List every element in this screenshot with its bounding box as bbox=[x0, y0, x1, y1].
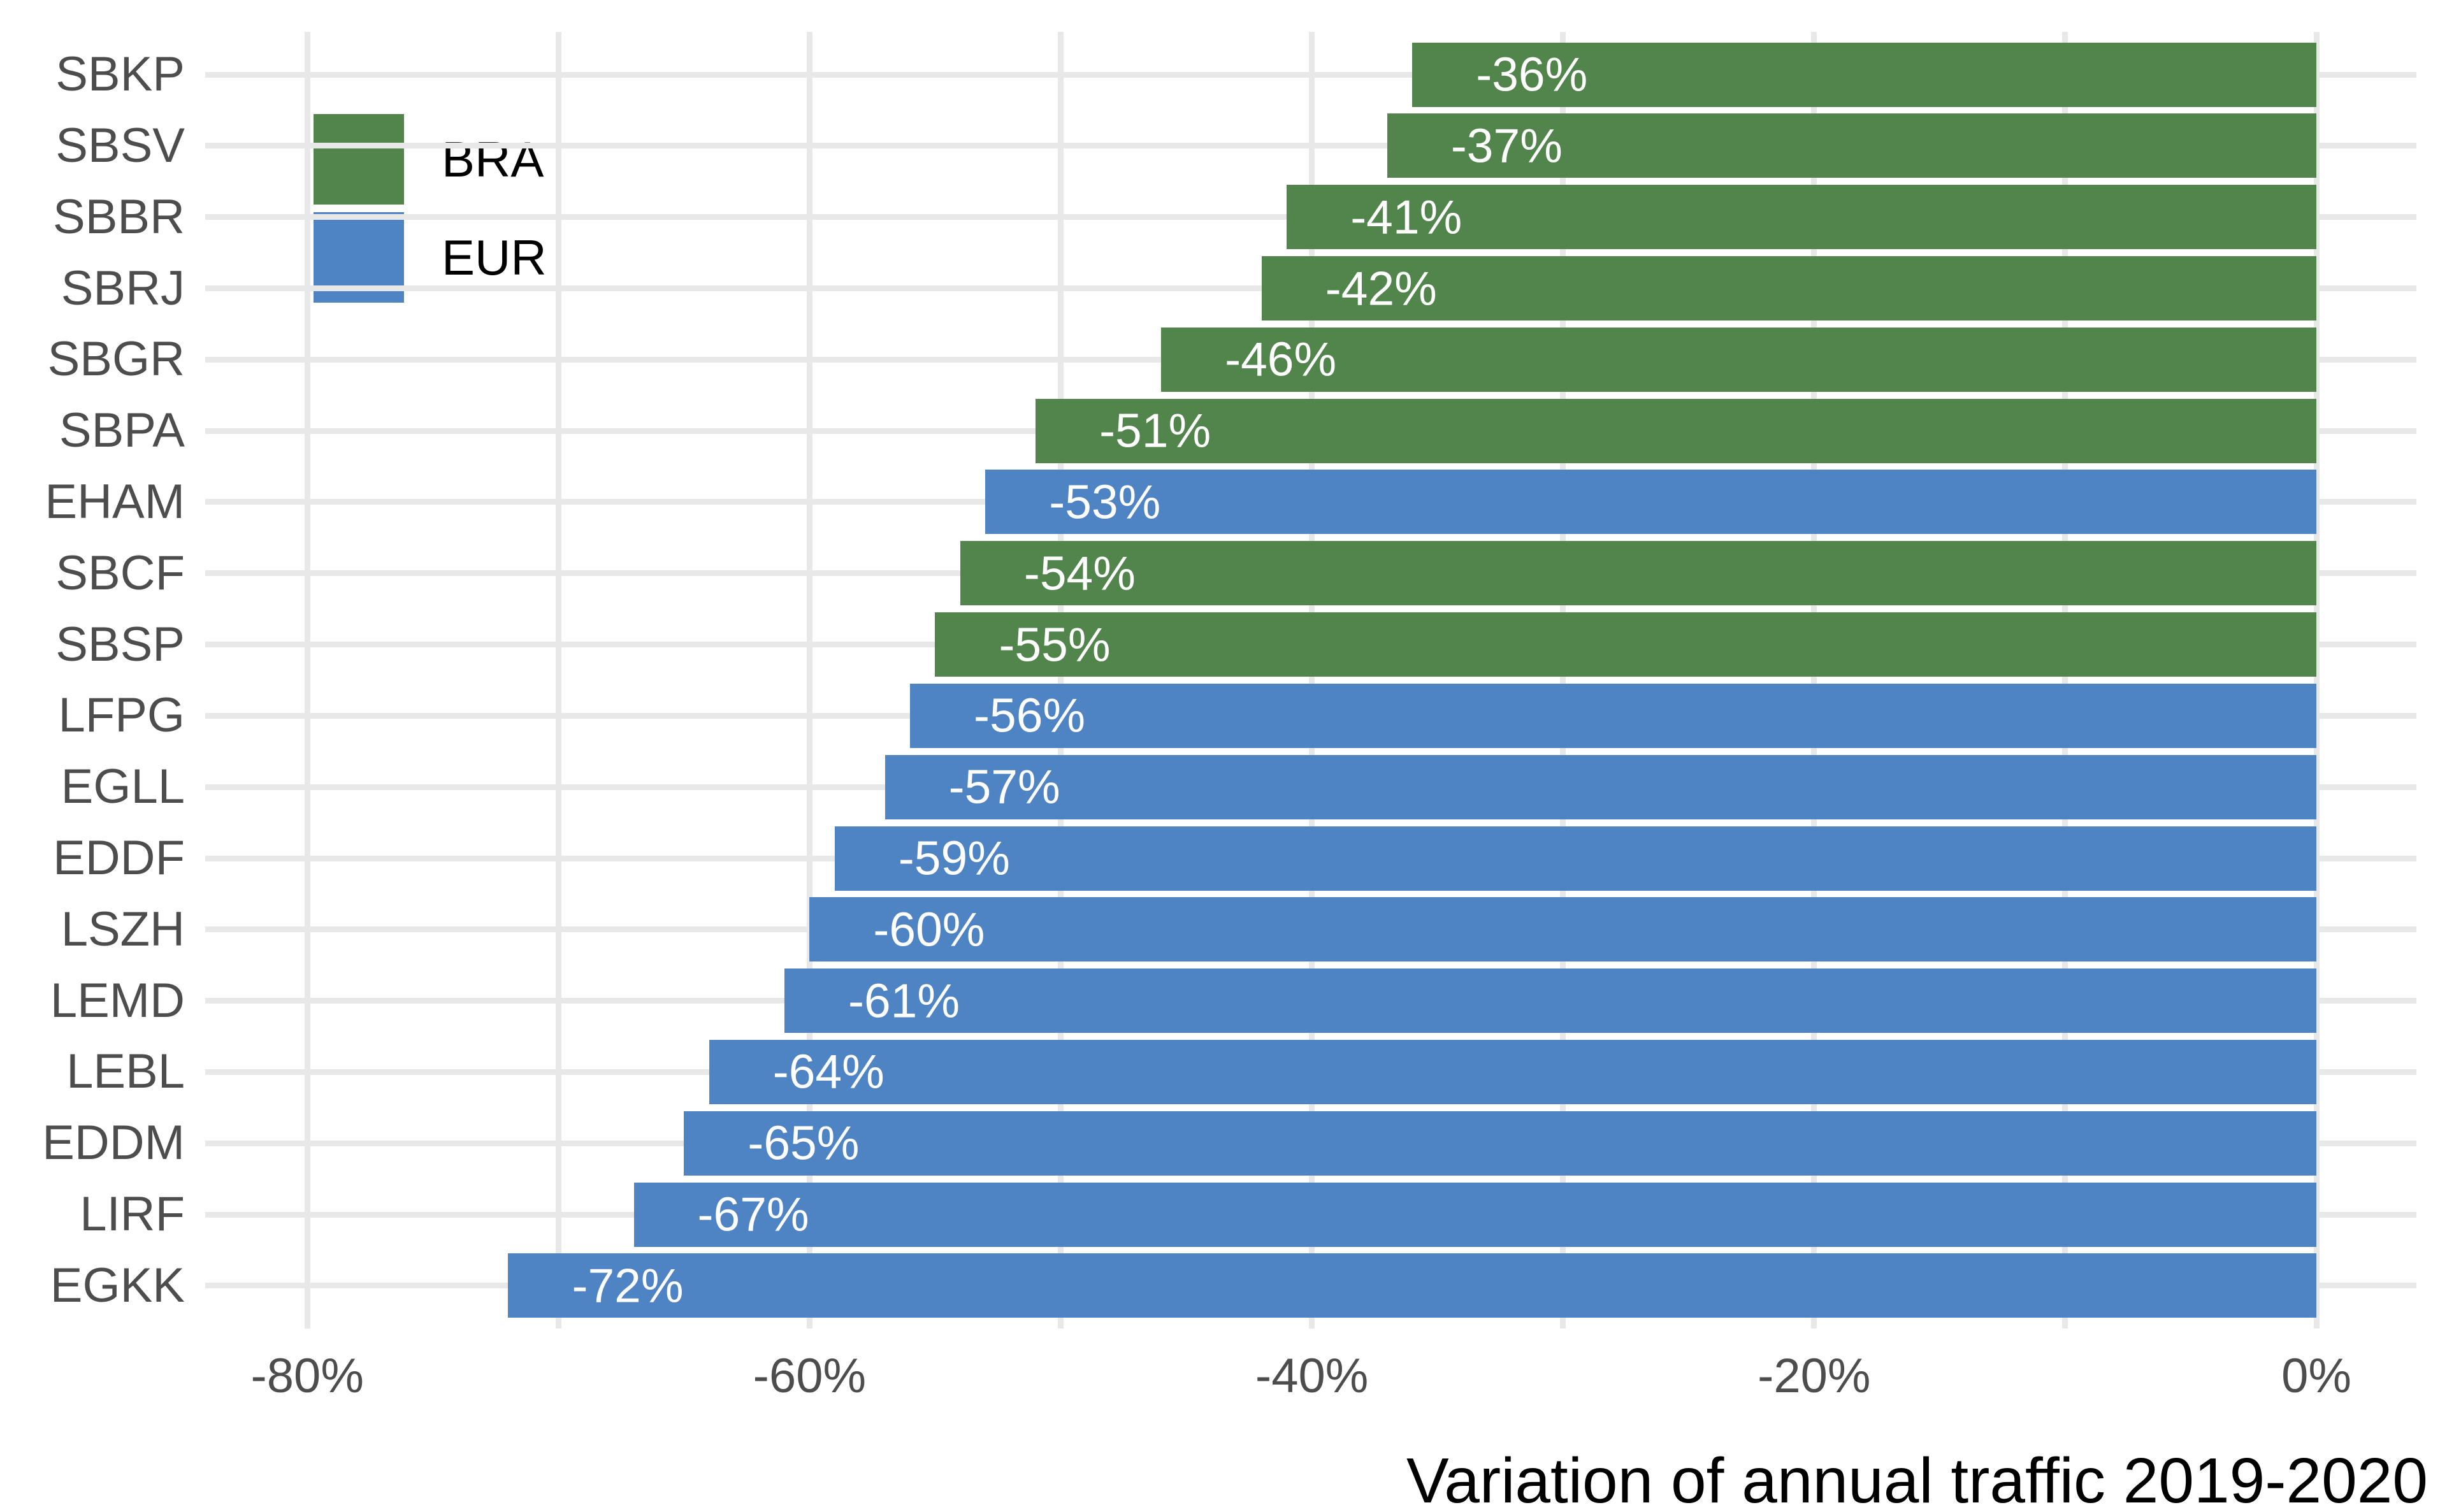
x-gridline-minor bbox=[555, 32, 561, 1328]
bar-value-label: -61% bbox=[848, 974, 960, 1028]
y-axis-label: SBSV bbox=[55, 118, 185, 173]
bar-value-label: -64% bbox=[772, 1044, 884, 1098]
bar bbox=[1036, 398, 2316, 463]
y-axis-label: SBPA bbox=[59, 403, 185, 458]
y-gridline bbox=[205, 143, 2416, 149]
x-gridline-major bbox=[304, 32, 310, 1328]
x-gridline-major bbox=[2313, 32, 2320, 1328]
legend-key-bra bbox=[314, 114, 404, 205]
x-gridline-major bbox=[1309, 32, 1315, 1328]
bar bbox=[1412, 42, 2316, 107]
y-axis-label: SBGR bbox=[47, 332, 185, 387]
x-gridline-minor bbox=[1560, 32, 1566, 1328]
bar-value-label: -55% bbox=[999, 617, 1111, 672]
y-axis-label: EGLL bbox=[61, 760, 185, 814]
y-axis-label: LIRF bbox=[80, 1187, 185, 1242]
y-axis-label: EGKK bbox=[50, 1258, 185, 1313]
bar-value-label: -56% bbox=[974, 688, 1086, 742]
bar bbox=[809, 897, 2316, 962]
bar-value-label: -59% bbox=[898, 831, 1010, 885]
y-axis-label: EHAM bbox=[45, 474, 185, 529]
y-axis-label: SBBR bbox=[53, 189, 185, 244]
y-axis-label: EDDF bbox=[53, 831, 185, 886]
legend-label-bra: BRA bbox=[442, 131, 544, 187]
bar-value-label: -57% bbox=[948, 760, 1060, 814]
y-axis-label: SBSP bbox=[55, 617, 185, 672]
y-axis-label: EDDM bbox=[42, 1116, 185, 1170]
bar bbox=[910, 683, 2316, 748]
x-gridline-major bbox=[1811, 32, 1817, 1328]
x-axis-tick-label: -80% bbox=[250, 1349, 364, 1403]
bar bbox=[633, 1182, 2316, 1247]
bar-value-label: -36% bbox=[1476, 47, 1588, 101]
y-axis-label: LFPG bbox=[58, 688, 185, 743]
bar-value-label: -37% bbox=[1450, 119, 1563, 173]
x-gridline-minor bbox=[1058, 32, 1064, 1328]
x-axis-tick-label: -60% bbox=[753, 1349, 867, 1403]
y-gridline bbox=[205, 71, 2416, 78]
bar-value-label: -54% bbox=[1023, 546, 1136, 600]
bar bbox=[1387, 113, 2316, 178]
legend-label-eur: EUR bbox=[442, 229, 547, 285]
bar bbox=[1287, 185, 2316, 250]
bar bbox=[1161, 327, 2316, 392]
bar-value-label: -42% bbox=[1325, 261, 1437, 315]
bar-value-label: -72% bbox=[572, 1258, 684, 1313]
bar bbox=[985, 470, 2316, 535]
x-axis-tick-label: 0% bbox=[2281, 1349, 2351, 1403]
bar bbox=[884, 754, 2316, 819]
bar-value-label: -41% bbox=[1350, 190, 1462, 244]
bar-value-label: -53% bbox=[1049, 475, 1161, 529]
bar bbox=[684, 1111, 2316, 1176]
bar-value-label: -65% bbox=[747, 1116, 860, 1170]
y-axis-label: LSZH bbox=[61, 902, 185, 956]
y-axis-label: SBCF bbox=[55, 545, 185, 600]
legend: BRA EUR bbox=[290, 46, 577, 331]
bar bbox=[709, 1039, 2316, 1104]
y-axis-label: SBKP bbox=[55, 47, 185, 102]
y-axis-label: LEBL bbox=[66, 1044, 185, 1099]
bar bbox=[935, 612, 2316, 677]
x-axis-tick-label: -40% bbox=[1255, 1349, 1369, 1403]
y-axis-label: SBRJ bbox=[61, 261, 185, 315]
bar-value-label: -60% bbox=[873, 902, 985, 956]
y-axis-label: LEMD bbox=[50, 973, 185, 1028]
bar bbox=[1261, 256, 2316, 321]
x-gridline-minor bbox=[2062, 32, 2068, 1328]
bar-value-label: -51% bbox=[1099, 403, 1211, 457]
bar-value-label: -67% bbox=[697, 1187, 809, 1241]
bar bbox=[508, 1253, 2316, 1318]
x-axis-title: Variation of annual traffic 2019-2020 bbox=[1406, 1445, 2428, 1512]
bar bbox=[784, 968, 2316, 1033]
bar bbox=[834, 826, 2316, 891]
x-gridline-major bbox=[806, 32, 812, 1328]
bar bbox=[960, 541, 2316, 606]
x-axis-tick-label: -20% bbox=[1758, 1349, 1871, 1403]
bar-value-label: -46% bbox=[1225, 332, 1337, 386]
